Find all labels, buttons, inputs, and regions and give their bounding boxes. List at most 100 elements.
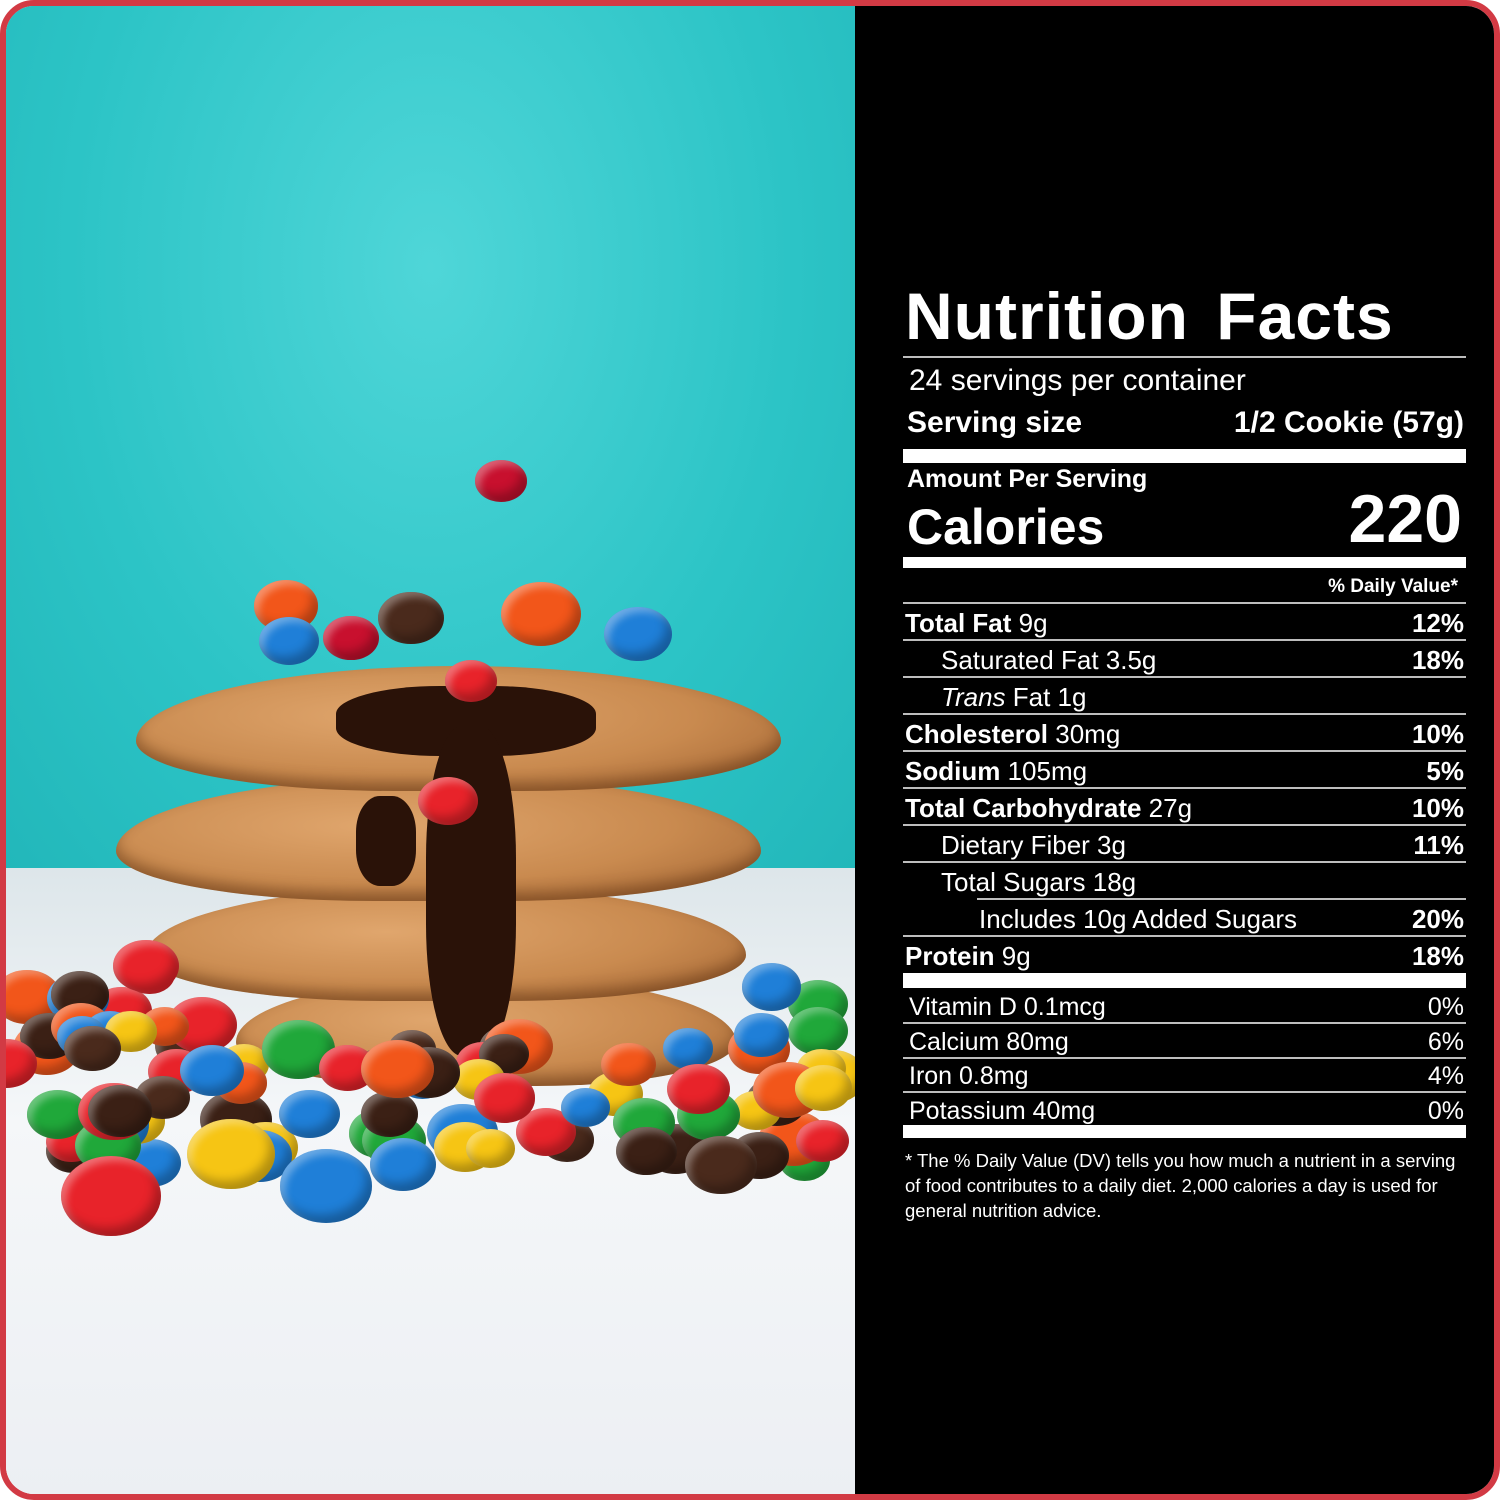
- chocolate-drip: [426, 726, 516, 1056]
- candy: [418, 777, 478, 825]
- candy: [561, 1088, 610, 1127]
- divider: [903, 639, 1466, 641]
- nutrient-name: Total Fat 9g: [905, 608, 1048, 638]
- nutrient-name: Total Sugars 18g: [941, 867, 1137, 897]
- vitamin-daily-value: 6%: [1427, 1027, 1464, 1056]
- candy: [27, 1090, 88, 1139]
- serving-size-label: Serving size: [907, 406, 1083, 439]
- nutrient-row: Total Carbohydrate 27g 10%: [903, 789, 1466, 826]
- thick-divider: [903, 449, 1466, 463]
- vitamin-row: Iron 0.8mg 4%: [903, 1059, 1466, 1093]
- candy: [64, 1025, 121, 1072]
- candy: [259, 617, 319, 665]
- nutrient-name: Dietary Fiber 3g: [941, 830, 1126, 860]
- divider: [903, 1022, 1466, 1024]
- serving-size-value: 1/2 Cookie (57g): [1233, 406, 1464, 439]
- vitamin-row: Vitamin D 0.1mcg 0%: [903, 990, 1466, 1024]
- candy: [187, 1118, 275, 1190]
- vitamin-name: Potassium 40mg: [909, 1096, 1096, 1125]
- divider: [903, 713, 1466, 715]
- label-title: Nutrition Facts: [905, 279, 1394, 353]
- product-photo: [6, 6, 855, 1494]
- candy: [794, 1064, 853, 1111]
- nutrient-name: Includes 10g Added Sugars: [979, 904, 1298, 934]
- candy: [473, 1073, 536, 1123]
- nutrition-facts-panel: Nutrition Facts 24 servings per containe…: [855, 6, 1494, 1494]
- nutrient-name: Trans Fat 1g: [941, 682, 1087, 712]
- divider: [903, 356, 1466, 358]
- vitamin-name: Vitamin D 0.1mcg: [909, 993, 1106, 1021]
- candy: [604, 606, 672, 662]
- nutrient-row: Dietary Fiber 3g 11%: [903, 826, 1466, 863]
- candy: [787, 1006, 849, 1056]
- candy: [466, 1129, 515, 1169]
- nutrient-row: Trans Fat 1g: [903, 678, 1466, 715]
- nutrient-daily-value: 18%: [1411, 941, 1464, 971]
- servings-per-container: 24 servings per container: [909, 364, 1246, 397]
- vitamin-name: Calcium 80mg: [909, 1027, 1069, 1056]
- nutrient-daily-value: 5%: [1426, 756, 1464, 786]
- footnote: * The % Daily Value (DV) tells you how m…: [905, 1150, 1456, 1221]
- calories-value: 220: [1348, 481, 1462, 557]
- nutrient-daily-value: 18%: [1411, 645, 1464, 675]
- thick-divider: [903, 973, 1466, 988]
- nutrient-row: Total Fat 9g 12%: [903, 604, 1466, 641]
- divider: [903, 1056, 1466, 1059]
- vitamin-daily-value: 0%: [1427, 1096, 1464, 1125]
- nutrient-daily-value: 10%: [1411, 719, 1464, 749]
- vitamin-row: Calcium 80mg 6%: [903, 1025, 1466, 1059]
- divider: [903, 676, 1466, 678]
- divider: [903, 750, 1466, 752]
- nutrient-row: Sodium 105mg 5%: [903, 752, 1466, 789]
- divider: [903, 787, 1466, 789]
- nutrient-name: Sodium 105mg: [905, 756, 1088, 786]
- amount-per-serving: Amount Per Serving: [907, 465, 1148, 493]
- candy: [733, 1012, 789, 1057]
- candy: [601, 1042, 656, 1087]
- nutrient-row: Protein 9g 18%: [903, 937, 1466, 974]
- candy: [360, 1090, 419, 1137]
- candy: [445, 660, 497, 702]
- nutrient-name: Total Carbohydrate 27g: [905, 793, 1193, 823]
- daily-value-header: % Daily Value*: [1328, 576, 1458, 597]
- thick-divider: [903, 1125, 1466, 1138]
- vitamin-name: Iron 0.8mg: [909, 1062, 1029, 1090]
- candy: [616, 1126, 678, 1176]
- vitamin-row: Potassium 40mg 0%: [903, 1094, 1466, 1128]
- thick-divider: [903, 557, 1466, 568]
- candy: [666, 1063, 730, 1115]
- divider: [903, 935, 1466, 937]
- nutrient-row: Includes 10g Added Sugars 20%: [903, 900, 1466, 937]
- nutrient-daily-value: 20%: [1411, 904, 1464, 934]
- nutrient-name: Cholesterol 30mg: [905, 719, 1121, 749]
- nutrient-name: Protein 9g: [905, 941, 1031, 971]
- candy: [796, 1119, 850, 1162]
- calories-label: Calories: [907, 499, 1105, 555]
- nutrient-row: Saturated Fat 3.5g 18%: [903, 641, 1466, 678]
- nutrient-row: Cholesterol 30mg 10%: [903, 715, 1466, 752]
- candy: [685, 1136, 758, 1194]
- candy: [280, 1149, 372, 1223]
- candy: [663, 1028, 714, 1069]
- candy: [501, 582, 581, 646]
- candy: [113, 939, 179, 993]
- vitamin-daily-value: 4%: [1427, 1062, 1464, 1090]
- nutrient-daily-value: 11%: [1413, 830, 1464, 860]
- candy: [279, 1089, 341, 1139]
- chocolate-drip: [356, 796, 416, 886]
- divider: [903, 861, 1466, 863]
- divider: [977, 898, 1466, 900]
- nutrient-name: Saturated Fat 3.5g: [941, 645, 1157, 675]
- candy: [369, 1137, 437, 1191]
- candy: [61, 1156, 161, 1236]
- candy: [323, 615, 379, 661]
- vitamin-daily-value: 0%: [1427, 993, 1464, 1021]
- divider: [903, 602, 1466, 604]
- candy: [378, 591, 444, 645]
- nutrient-daily-value: 12%: [1411, 608, 1464, 638]
- divider: [903, 1091, 1466, 1093]
- candy: [180, 1044, 245, 1096]
- candy: [87, 1084, 153, 1137]
- nutrient-row: Total Sugars 18g: [903, 863, 1466, 900]
